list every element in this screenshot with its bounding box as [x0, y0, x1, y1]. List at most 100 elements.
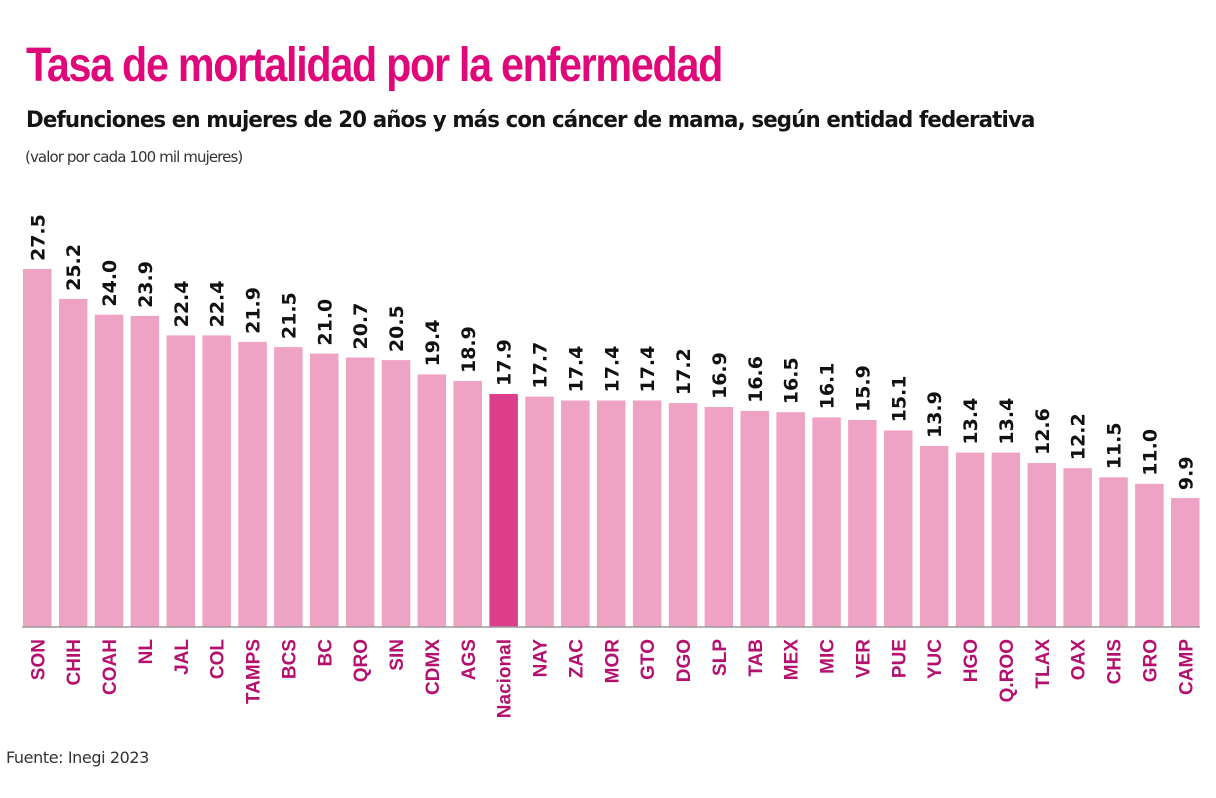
bar — [632, 400, 662, 627]
value-label: 18.9 — [458, 326, 480, 373]
category-label: TLAX — [1033, 639, 1054, 689]
source-note: Fuente: Inegi 2023 — [6, 748, 149, 767]
value-label: 22.4 — [171, 281, 193, 328]
bar — [955, 452, 985, 627]
bar — [991, 452, 1021, 627]
value-label: 17.7 — [530, 342, 552, 389]
category-label: SIN — [387, 639, 408, 671]
bars-group — [23, 269, 1200, 627]
chart-title: Tasa de mortalidad por la enfermedad — [26, 39, 723, 92]
category-label: TAMPS — [244, 639, 265, 704]
bar — [1063, 468, 1092, 627]
bar — [345, 357, 375, 627]
value-label: 17.4 — [637, 346, 659, 393]
category-label: BCS — [279, 639, 300, 679]
value-label: 17.4 — [601, 346, 623, 393]
bar — [94, 314, 124, 627]
value-label: 21.0 — [314, 299, 336, 346]
value-label: 17.4 — [565, 346, 587, 393]
category-label: Q.ROO — [997, 639, 1018, 702]
bar — [310, 353, 339, 627]
value-label: 16.6 — [745, 356, 767, 403]
category-label: NL — [136, 639, 157, 665]
bar — [381, 360, 411, 627]
bar — [417, 374, 447, 627]
category-label: ZAC — [566, 639, 587, 678]
bar — [1171, 498, 1200, 627]
category-label: GTO — [638, 639, 659, 680]
bar — [202, 335, 231, 627]
category-label: HGO — [961, 639, 982, 682]
value-labels-group: 27.5 25.2 24.0 23.9 22.4 22.4 21.9 21.5 21.0 20.7… — [27, 214, 1197, 490]
value-label: 13.4 — [960, 398, 982, 445]
category-label: MOR — [602, 639, 623, 684]
value-label: 27.5 — [27, 214, 49, 261]
value-label: 12.2 — [1068, 413, 1090, 460]
value-label: 11.5 — [1104, 422, 1126, 469]
bar — [561, 400, 590, 627]
value-label: 12.6 — [1032, 408, 1054, 455]
value-label: 22.4 — [207, 281, 229, 328]
bar — [525, 396, 554, 627]
bar — [238, 341, 267, 627]
value-label: 21.9 — [243, 287, 265, 334]
category-label: DGO — [674, 639, 695, 682]
category-label: CHIS — [1105, 639, 1126, 684]
bar — [1027, 463, 1056, 627]
value-label: 13.4 — [996, 398, 1018, 445]
value-label: 13.9 — [924, 391, 946, 438]
bar — [740, 410, 769, 627]
category-label: AGS — [459, 639, 480, 680]
category-label: BC — [315, 639, 336, 667]
category-label: QRO — [351, 639, 372, 682]
category-label: CAMP — [1176, 639, 1197, 695]
category-label: MEX — [782, 639, 803, 681]
bar — [848, 420, 877, 627]
value-label: 9.9 — [1175, 456, 1197, 490]
bar — [23, 269, 52, 627]
bar — [1099, 477, 1128, 627]
bar — [884, 430, 913, 627]
bar — [597, 400, 626, 627]
category-label: JAL — [172, 639, 193, 675]
bar — [166, 335, 195, 627]
category-label: GRO — [1140, 639, 1161, 682]
bar-nacional — [489, 394, 518, 627]
category-label: Nacional — [495, 639, 516, 718]
bar — [776, 412, 805, 627]
category-label: OAX — [1069, 639, 1090, 681]
category-label: NAY — [531, 639, 552, 678]
bar — [274, 347, 303, 627]
category-label: YUC — [925, 639, 946, 679]
bar — [1135, 483, 1164, 627]
bar — [453, 381, 482, 627]
value-label: 23.9 — [135, 261, 157, 308]
value-label: 25.2 — [63, 244, 85, 291]
value-label: 15.1 — [888, 376, 910, 423]
value-label: 20.5 — [386, 305, 408, 352]
category-label: TAB — [746, 639, 767, 677]
bar — [812, 417, 841, 627]
chart-subtitle: Defunciones en mujeres de 20 años y más … — [26, 108, 1035, 133]
category-label: COAH — [100, 639, 121, 695]
bar — [919, 446, 949, 627]
bar — [668, 403, 698, 627]
category-label: SON — [28, 639, 49, 680]
category-label: MIC — [818, 639, 839, 674]
category-label: CHIH — [64, 639, 85, 685]
value-label: 21.5 — [278, 292, 300, 339]
units-note: (valor por cada 100 mil mujeres) — [25, 148, 243, 166]
category-label: CDMX — [423, 639, 444, 695]
value-label: 17.9 — [494, 339, 516, 386]
bar — [130, 315, 160, 627]
value-label: 16.5 — [781, 357, 803, 404]
category-label: PUE — [889, 639, 910, 678]
category-label: COL — [208, 639, 229, 680]
value-label: 19.4 — [422, 320, 444, 367]
category-label: SLP — [710, 639, 731, 676]
value-label: 20.7 — [350, 303, 372, 350]
value-label: 16.9 — [709, 352, 731, 399]
value-label: 11.0 — [1139, 429, 1161, 476]
value-label: 15.9 — [852, 365, 874, 412]
